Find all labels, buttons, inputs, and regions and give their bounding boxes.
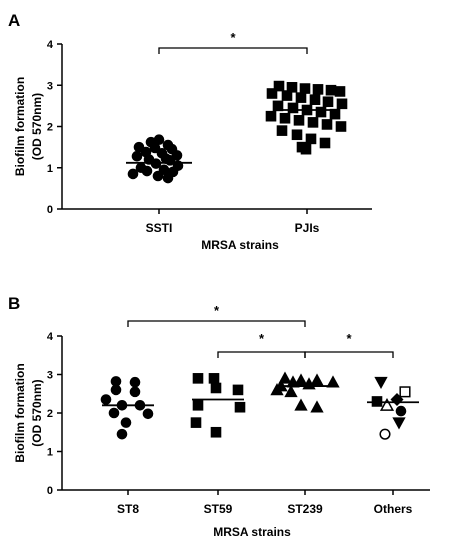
- data-point: [335, 121, 347, 132]
- x-tick-label: PJIs: [295, 221, 320, 235]
- data-point: [276, 125, 288, 136]
- y-tick-label: 4: [47, 331, 54, 343]
- significance-bracket: [217, 351, 306, 358]
- data-point: [120, 417, 132, 428]
- y-tick-label: 1: [47, 447, 53, 459]
- data-point: [295, 92, 307, 103]
- panel-label: A: [8, 11, 20, 30]
- data-point: [390, 393, 404, 407]
- data-point: [379, 428, 391, 440]
- y-tick-label: 0: [47, 485, 53, 497]
- x-axis-title: MRSA strains: [201, 238, 279, 252]
- data-point: [141, 165, 153, 177]
- data-point: [232, 384, 244, 396]
- data-point: [192, 400, 204, 411]
- data-point: [129, 386, 141, 398]
- y-tick-label: 2: [47, 122, 53, 134]
- data-point: [322, 96, 334, 108]
- data-point: [315, 106, 327, 118]
- data-point: [321, 119, 333, 130]
- data-point: [110, 384, 122, 396]
- data-point: [279, 112, 291, 124]
- significance-star: *: [346, 331, 352, 346]
- data-point: [116, 428, 128, 440]
- data-point: [190, 417, 202, 428]
- data-point: [305, 133, 317, 145]
- data-point: [127, 168, 139, 180]
- data-point: [309, 94, 321, 105]
- significance-bracket: [304, 351, 394, 358]
- data-point: [192, 373, 204, 384]
- y-tick-label: 4: [47, 39, 54, 51]
- data-point: [312, 84, 324, 95]
- x-tick-label: ST59: [204, 502, 233, 516]
- data-point: [281, 90, 293, 101]
- y-axis-title: Biofilm formation: [13, 77, 27, 176]
- data-point: [379, 397, 395, 411]
- data-point: [336, 98, 348, 110]
- y-tick-label: 2: [47, 408, 53, 420]
- data-point: [129, 376, 141, 388]
- y-tick-label: 3: [47, 370, 53, 382]
- data-point: [326, 375, 340, 388]
- data-point: [270, 383, 284, 396]
- data-point: [273, 80, 285, 92]
- data-point: [265, 110, 277, 122]
- data-point: [399, 386, 411, 398]
- data-point: [108, 407, 120, 419]
- data-point: [294, 373, 308, 386]
- significance-star: *: [214, 303, 220, 318]
- data-point: [152, 170, 164, 182]
- data-point: [149, 142, 161, 154]
- x-tick-label: ST239: [287, 502, 323, 516]
- significance-star: *: [259, 331, 265, 346]
- data-point: [310, 373, 324, 386]
- data-point: [286, 375, 300, 388]
- data-point: [287, 102, 299, 114]
- significance-bracket: [127, 320, 306, 327]
- data-point: [284, 384, 298, 398]
- data-point: [210, 382, 222, 394]
- data-point: [374, 376, 388, 390]
- x-axis-title: MRSA strains: [213, 525, 291, 539]
- y-tick-label: 1: [47, 163, 53, 175]
- data-point: [131, 150, 143, 162]
- x-tick-label: SSTI: [146, 221, 173, 235]
- y-tick-label: 3: [47, 80, 53, 92]
- y-axis-title: Biofilm formation: [13, 363, 27, 462]
- data-point: [310, 400, 324, 413]
- data-point: [299, 83, 311, 94]
- data-point: [266, 88, 278, 99]
- y-tick-label: 0: [47, 204, 53, 216]
- data-point: [208, 373, 220, 384]
- y-axis-title-unit: (OD 570nm): [30, 379, 44, 446]
- data-point: [319, 137, 331, 149]
- significance-bracket: [158, 47, 308, 54]
- data-point: [392, 417, 406, 430]
- data-point: [142, 408, 154, 420]
- data-point: [100, 394, 112, 405]
- data-point: [325, 84, 337, 96]
- data-point: [300, 143, 312, 155]
- data-point: [395, 405, 407, 417]
- data-point: [291, 129, 303, 141]
- data-point: [307, 117, 319, 128]
- data-point: [293, 115, 305, 126]
- x-tick-label: Others: [374, 502, 413, 516]
- data-point: [234, 401, 246, 413]
- data-point: [278, 371, 292, 384]
- panel-label: B: [8, 294, 20, 313]
- data-point: [162, 172, 174, 184]
- data-point: [210, 426, 222, 438]
- data-point: [334, 86, 346, 97]
- y-axis-title-unit: (OD 570nm): [30, 93, 44, 160]
- significance-star: *: [230, 30, 236, 45]
- data-point: [294, 398, 308, 411]
- x-tick-label: ST8: [117, 502, 139, 516]
